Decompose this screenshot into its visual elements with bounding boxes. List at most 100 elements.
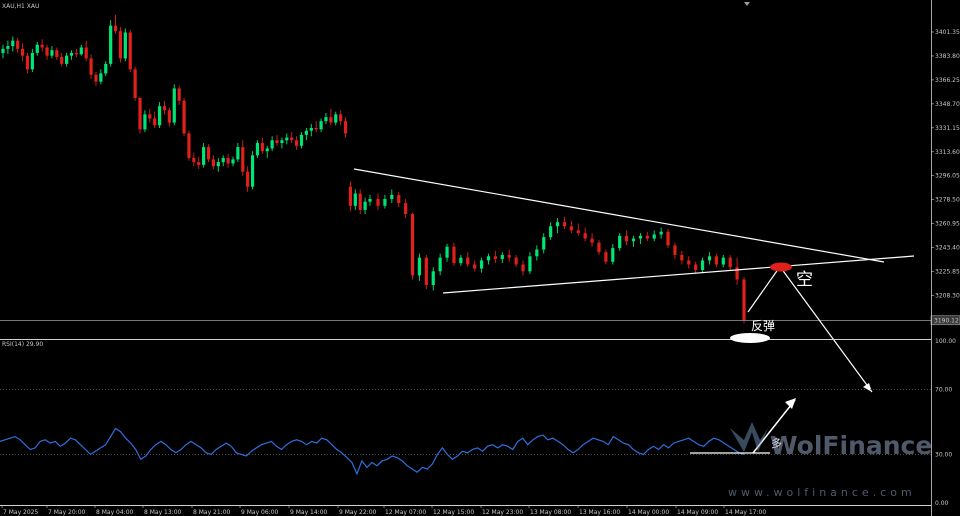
price-pane: XAU,H1 XAU 3401.353383.803366.253348.703…: [0, 2, 960, 393]
bear-candle: [742, 279, 746, 321]
rsi-pane: RSI(14) 29.90 100.00 70.00 30.00 0.00 多: [0, 333, 956, 507]
time-tick-label: 8 May 13:00: [144, 509, 182, 516]
bear-candle: [60, 57, 64, 64]
bull-candle: [618, 235, 622, 249]
bull-candle: [309, 128, 313, 131]
bull-candle: [35, 44, 39, 53]
bear-candle: [89, 58, 93, 75]
bull-candle: [143, 114, 147, 130]
rsi-oversold-marker: [730, 333, 770, 343]
bull-candle: [30, 52, 34, 70]
bear-candle: [645, 235, 649, 239]
bull-candle: [368, 198, 372, 202]
bear-candle: [192, 158, 196, 163]
bull-candle: [555, 222, 560, 227]
bull-candle: [500, 254, 504, 260]
chart-shift-marker[interactable]: [744, 2, 750, 6]
bear-candle: [94, 74, 98, 82]
bear-candle: [290, 137, 294, 141]
bear-candle: [666, 231, 670, 246]
bear-candle: [424, 257, 428, 285]
bear-candle: [55, 50, 59, 58]
bear-candle: [314, 128, 318, 130]
time-tick-label: 9 May 22:00: [339, 509, 377, 516]
bull-candle: [109, 25, 113, 64]
bear-candle: [84, 47, 88, 59]
wolf-logo-icon: [730, 422, 768, 452]
bear-candle: [246, 171, 250, 187]
bull-candle: [417, 257, 422, 276]
bear-candle: [153, 118, 157, 126]
upper-trendline[interactable]: [353, 168, 885, 263]
bull-candle: [231, 159, 235, 164]
rsi-tick-label: 100.00: [935, 338, 956, 345]
time-tick-label: 12 May 23:00: [482, 509, 523, 516]
bull-candle: [123, 32, 127, 59]
price-tick-label: 3366.25: [935, 77, 960, 84]
time-tick-label: 14 May 00:00: [628, 509, 669, 516]
bear-candle: [562, 222, 567, 227]
bear-candle: [182, 100, 186, 134]
bull-candle: [236, 147, 240, 160]
rsi-label: RSI(14) 29.90: [2, 341, 43, 348]
bear-candle: [410, 213, 415, 276]
price-tick-label: 3383.80: [935, 53, 960, 60]
bull-candle: [363, 201, 367, 210]
bear-candle: [625, 235, 629, 242]
short-label: 空: [796, 270, 813, 290]
bear-candle: [118, 31, 123, 59]
price-tick-label: 3348.70: [935, 101, 960, 108]
current-price-tag: [930, 315, 960, 326]
bull-candle: [255, 143, 260, 156]
time-tick-label: 12 May 15:00: [433, 509, 474, 516]
bull-candle: [11, 40, 15, 47]
bear-candle: [521, 264, 525, 272]
bear-candle: [590, 238, 594, 243]
time-tick-label: 9 May 06:00: [241, 509, 279, 516]
price-tick-label: 3225.85: [935, 269, 960, 276]
short-path: [780, 267, 873, 393]
bull-candle: [6, 46, 10, 49]
bear-candle: [133, 69, 137, 98]
bull-candle: [104, 63, 108, 74]
time-tick-label: 7 May 20:00: [48, 509, 86, 516]
bear-candle: [162, 106, 167, 111]
bear-candle: [687, 260, 691, 265]
bear-candle: [40, 44, 44, 48]
bear-candle: [167, 110, 171, 123]
bull-candle: [285, 137, 289, 141]
bear-candle: [177, 88, 181, 101]
bear-candle: [404, 203, 408, 214]
bull-candle: [50, 50, 54, 56]
bull-candle: [270, 140, 274, 149]
bear-candle: [680, 254, 684, 261]
price-tick-label: 3331.15: [935, 125, 960, 132]
time-tick-label: 7 May 2025: [3, 509, 38, 516]
bear-candle: [714, 256, 718, 265]
lower-trendline[interactable]: [442, 255, 915, 294]
bear-candle: [329, 117, 333, 123]
bull-candle: [69, 52, 74, 56]
time-tick-label: 12 May 07:00: [385, 509, 426, 516]
price-tick-label: 3278.50: [935, 197, 960, 204]
bull-candle: [216, 162, 220, 167]
bull-candle: [528, 256, 532, 272]
bear-candle: [74, 52, 78, 55]
bull-candle: [319, 121, 323, 130]
bear-candle: [113, 25, 118, 32]
time-tick-label: 9 May 14:00: [290, 509, 328, 516]
bull-candle: [390, 194, 394, 199]
price-tick-label: 3313.60: [935, 149, 960, 156]
bear-candle: [604, 252, 608, 262]
bull-candle: [486, 256, 491, 261]
price-tick-label: 3208.30: [935, 292, 960, 299]
bear-candle: [260, 143, 264, 152]
bull-candle: [638, 235, 643, 239]
bear-candle: [20, 48, 25, 56]
rebound-path: [747, 267, 780, 313]
bull-candle: [280, 140, 284, 144]
bear-candle: [128, 32, 132, 70]
candlestick-series: [1, 14, 746, 324]
bull-candle: [549, 226, 553, 238]
rsi-line: [0, 427, 745, 476]
